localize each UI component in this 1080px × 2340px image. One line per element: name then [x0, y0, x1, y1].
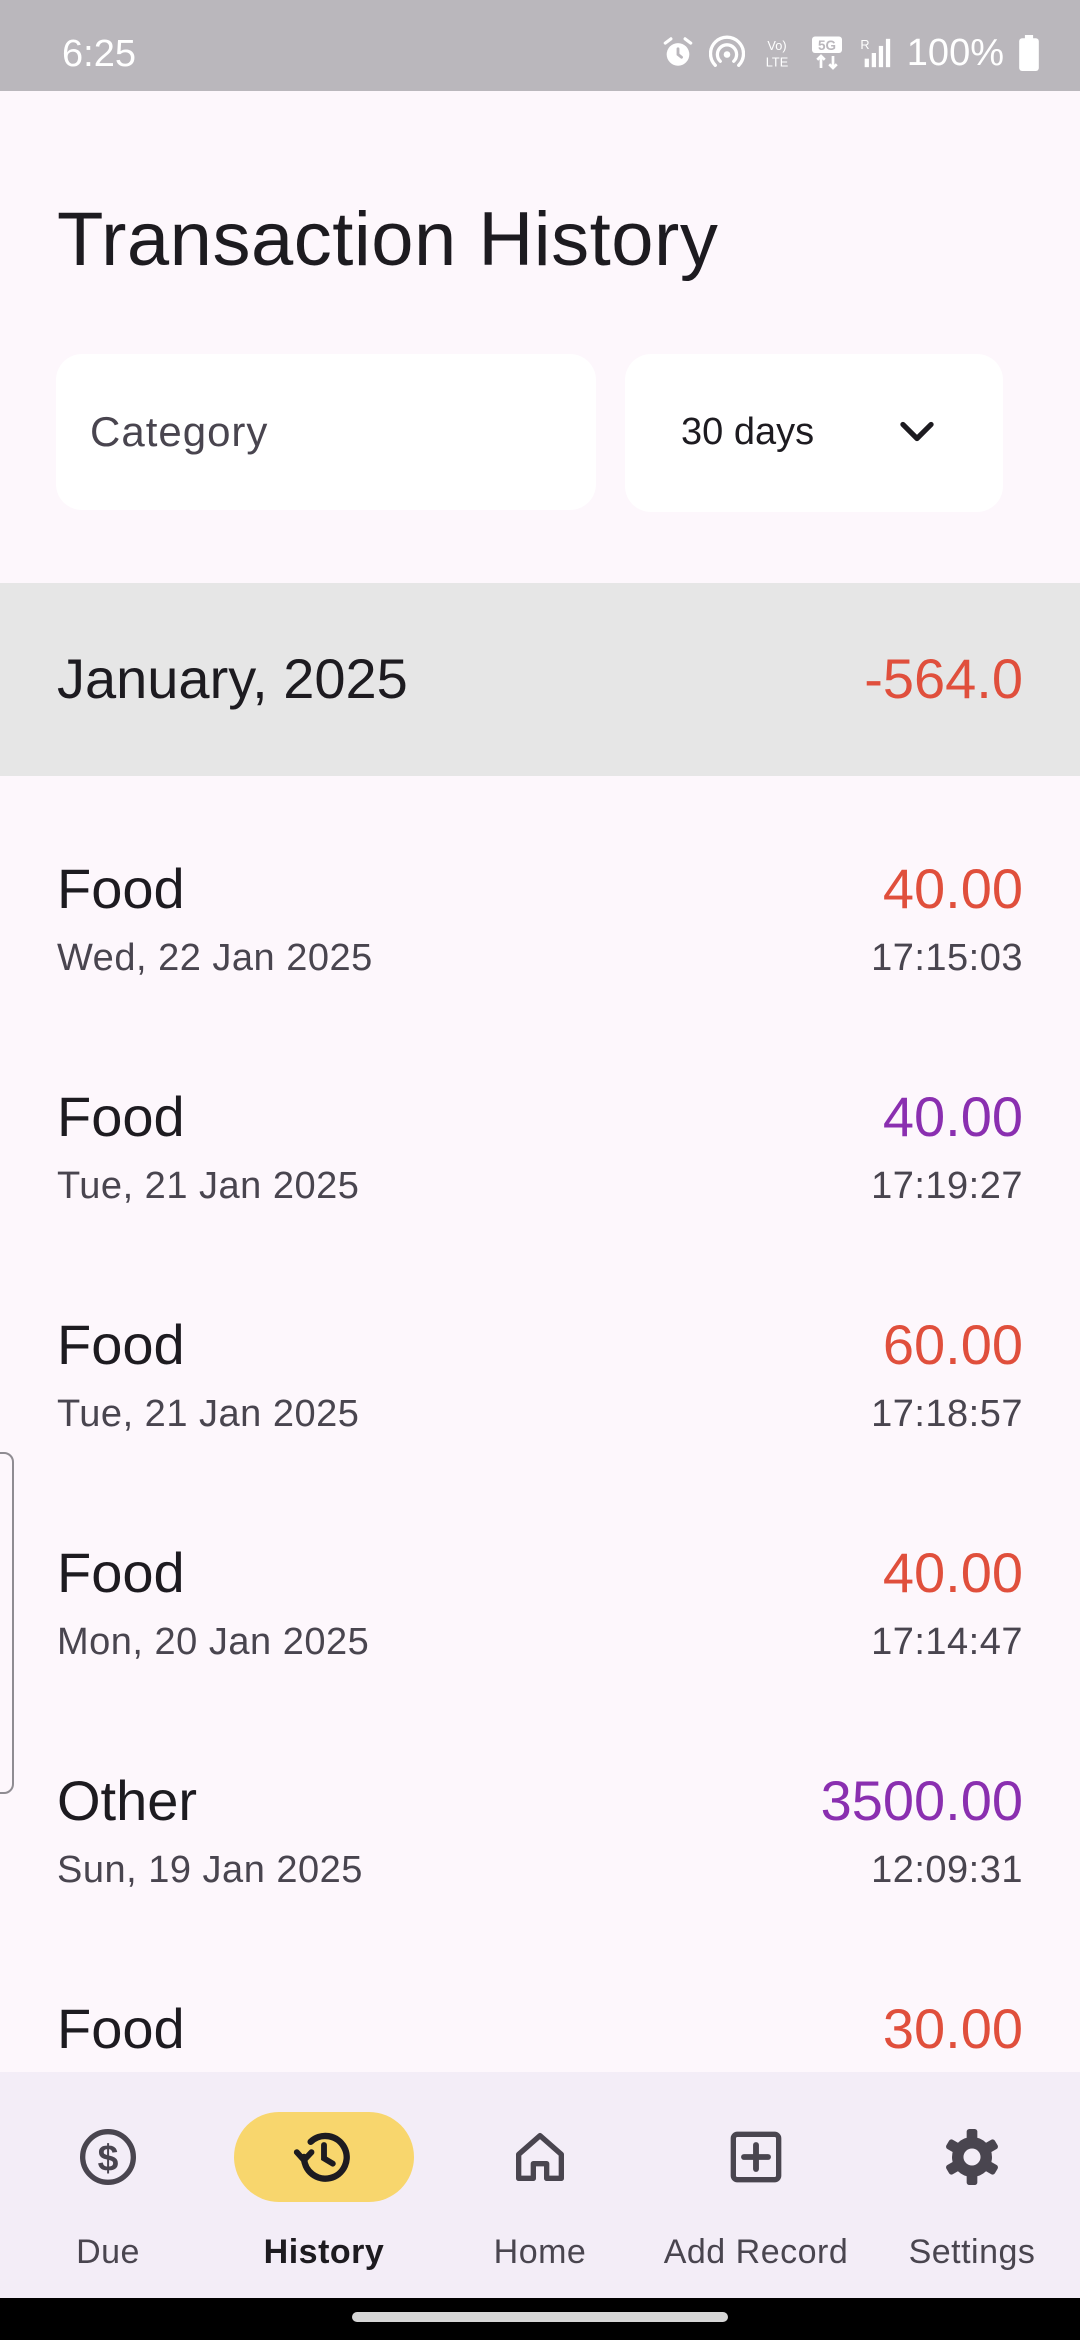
5g-icon: 5G — [811, 36, 842, 70]
bottom-navigation: $ Due History Home Add Record — [0, 2072, 1080, 2298]
history-icon — [293, 2132, 350, 2182]
battery-percentage: 100% — [906, 32, 1004, 74]
nav-item-history[interactable]: History — [216, 2072, 432, 2298]
transaction-date: Wed, 22 Jan 2025 — [57, 937, 373, 979]
home-gesture-handle[interactable] — [352, 2312, 728, 2322]
transaction-category: Food — [57, 1997, 185, 2060]
battery-icon — [1019, 35, 1039, 71]
svg-text:Vo): Vo) — [767, 38, 786, 53]
transaction-category: Food — [57, 1541, 185, 1604]
transaction-time: 17:19:27 — [871, 1165, 1023, 1207]
nav-label: History — [263, 2233, 385, 2271]
svg-text:R: R — [860, 37, 869, 52]
nav-item-due[interactable]: $ Due — [0, 2072, 216, 2298]
alarm-icon — [663, 37, 693, 66]
nav-label: Home — [493, 2233, 587, 2271]
nav-item-home[interactable]: Home — [432, 2072, 648, 2298]
transaction-date: Tue, 21 Jan 2025 — [57, 1393, 360, 1435]
month-label: January, 2025 — [57, 647, 408, 710]
add-box-icon — [730, 2131, 782, 2183]
side-edge-handle[interactable] — [0, 1452, 14, 1794]
transaction-row[interactable]: Food Wed, 22 Jan 2025 40.00 17:15:03 — [0, 776, 1080, 1004]
transaction-row[interactable]: Other Sun, 19 Jan 2025 3500.00 12:09:31 — [0, 1688, 1080, 1916]
svg-text:$: $ — [98, 2136, 119, 2178]
transaction-row[interactable]: Food Tue, 21 Jan 2025 60.00 17:18:57 — [0, 1232, 1080, 1460]
transaction-list: Food Wed, 22 Jan 2025 40.00 17:15:03 Foo… — [0, 776, 1080, 2072]
transaction-time: 12:09:31 — [871, 1849, 1023, 1891]
transaction-category: Food — [57, 1085, 185, 1148]
nav-label: Settings — [908, 2233, 1036, 2271]
month-group-header: January, 2025 -564.0 — [0, 583, 1080, 776]
volte-icon: Vo) LTE — [766, 38, 788, 70]
month-total: -564.0 — [864, 647, 1023, 710]
dollar-circle-icon: $ — [80, 2129, 136, 2185]
transaction-amount: 60.00 — [882, 1313, 1023, 1376]
nav-label: Due — [76, 2233, 140, 2271]
gear-icon — [946, 2129, 998, 2185]
svg-text:5G: 5G — [818, 38, 836, 53]
transaction-date: Mon, 20 Jan 2025 — [57, 1621, 370, 1663]
transaction-category: Food — [57, 857, 185, 920]
transaction-amount: 40.00 — [882, 1541, 1023, 1604]
transaction-time: 17:18:57 — [871, 1393, 1023, 1435]
nav-label: Add Record — [663, 2233, 849, 2271]
transaction-category: Other — [57, 1769, 198, 1832]
transaction-date: Sun, 19 Jan 2025 — [57, 1849, 363, 1891]
status-icons: Vo) LTE 5G R 100% — [661, 28, 1040, 78]
system-navigation-bar — [0, 2298, 1080, 2340]
transaction-date: Tue, 21 Jan 2025 — [57, 1165, 360, 1207]
nav-item-add-record[interactable]: Add Record — [648, 2072, 864, 2298]
date-range-value: 30 days — [681, 411, 815, 453]
transaction-time: 17:14:47 — [871, 1621, 1023, 1663]
transaction-amount: 40.00 — [882, 857, 1023, 920]
transaction-time: 17:15:03 — [871, 937, 1023, 979]
date-range-dropdown[interactable]: 30 days — [625, 354, 1003, 512]
transaction-amount: 30.00 — [882, 1997, 1023, 2060]
svg-text:LTE: LTE — [766, 55, 788, 70]
signal-icon: R — [860, 37, 890, 68]
page-title: Transaction History — [57, 197, 719, 282]
transaction-row[interactable]: Food Mon, 20 Jan 2025 40.00 17:14:47 — [0, 1460, 1080, 1688]
chevron-down-icon — [900, 421, 934, 442]
transaction-amount: 3500.00 — [820, 1769, 1023, 1832]
transaction-row[interactable]: Food Tue, 21 Jan 2025 40.00 17:19:27 — [0, 1004, 1080, 1232]
nav-item-settings[interactable]: Settings — [864, 2072, 1080, 2298]
hotspot-icon — [708, 35, 745, 67]
transaction-category: Food — [57, 1313, 185, 1376]
transaction-row[interactable]: Food 30.00 — [0, 1916, 1080, 2072]
status-bar: 6:25 Vo) LTE 5G R 100% — [0, 0, 1080, 91]
status-time: 6:25 — [62, 33, 136, 75]
home-icon — [516, 2133, 564, 2181]
category-filter-input[interactable] — [56, 354, 596, 510]
transaction-amount: 40.00 — [882, 1085, 1023, 1148]
